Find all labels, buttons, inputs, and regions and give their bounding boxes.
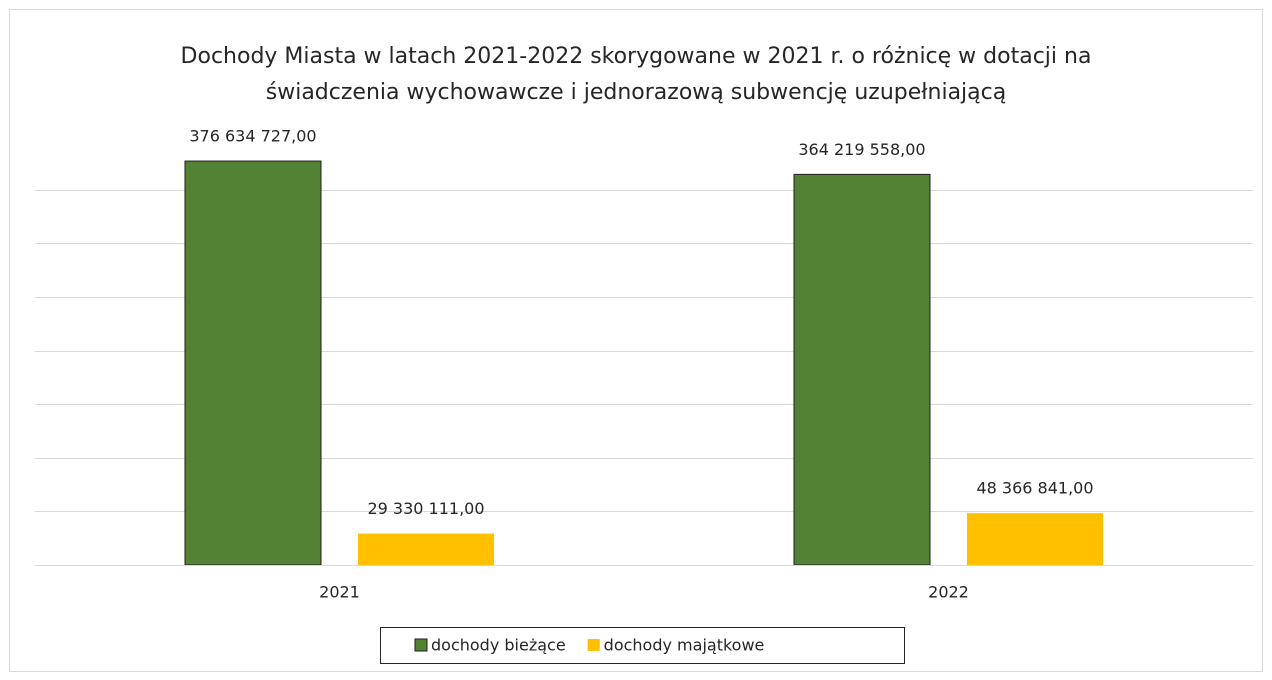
bar [967, 513, 1103, 565]
legend-swatch [414, 638, 428, 652]
chart-title: Dochody Miasta w latach 2021-2022 skoryg… [181, 44, 1092, 69]
chart-title: świadczenia wychowawcze i jednorazową su… [266, 80, 1006, 105]
legend-label: dochody bieżące [431, 636, 566, 655]
data-label: 29 330 111,00 [367, 499, 484, 518]
data-label: 48 366 841,00 [976, 479, 1093, 498]
bar [358, 533, 494, 565]
data-label: 364 219 558,00 [798, 140, 925, 159]
bar [793, 173, 931, 566]
bar [184, 160, 322, 566]
legend-box [380, 627, 905, 664]
legend-label: dochody majątkowe [604, 636, 765, 655]
x-tick-label: 2021 [319, 583, 360, 602]
x-tick-label: 2022 [928, 583, 969, 602]
legend-swatch [587, 639, 600, 651]
data-label: 376 634 727,00 [189, 127, 316, 146]
